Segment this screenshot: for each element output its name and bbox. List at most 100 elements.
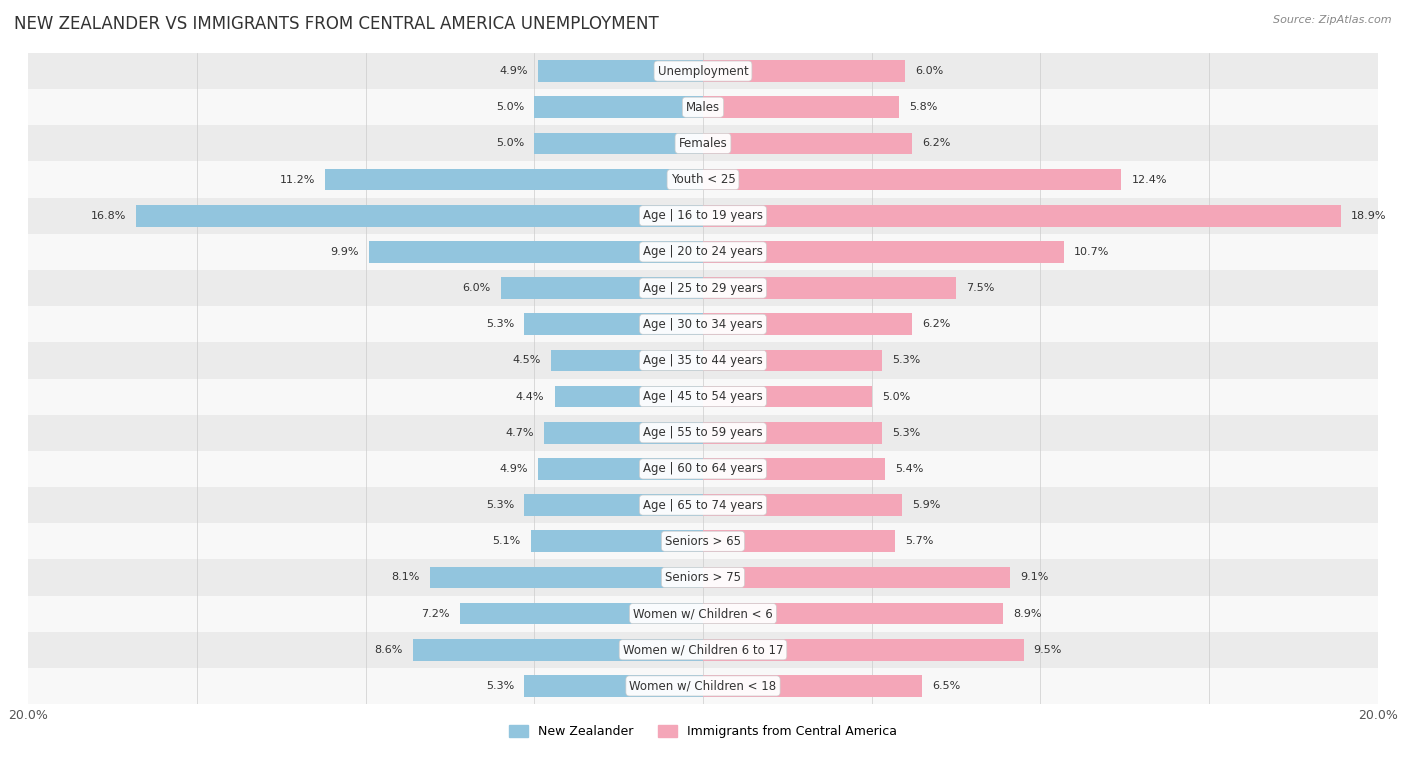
Text: Age | 55 to 59 years: Age | 55 to 59 years xyxy=(643,426,763,439)
Text: Age | 45 to 54 years: Age | 45 to 54 years xyxy=(643,390,763,403)
Bar xyxy=(413,639,703,661)
Text: 5.0%: 5.0% xyxy=(496,139,524,148)
Text: 12.4%: 12.4% xyxy=(1132,175,1167,185)
Legend: New Zealander, Immigrants from Central America: New Zealander, Immigrants from Central A… xyxy=(505,721,901,743)
Bar xyxy=(531,531,703,552)
Bar xyxy=(554,386,703,407)
Text: 5.3%: 5.3% xyxy=(486,500,515,510)
Text: 5.4%: 5.4% xyxy=(896,464,924,474)
Bar xyxy=(551,350,703,371)
Text: 5.8%: 5.8% xyxy=(908,102,938,112)
Text: 6.0%: 6.0% xyxy=(915,66,943,76)
Bar xyxy=(28,523,1378,559)
Text: 9.5%: 9.5% xyxy=(1033,645,1062,655)
Text: Age | 25 to 29 years: Age | 25 to 29 years xyxy=(643,282,763,294)
Text: Seniors > 75: Seniors > 75 xyxy=(665,571,741,584)
Bar xyxy=(537,458,703,480)
Bar xyxy=(28,596,1378,631)
Bar xyxy=(28,378,1378,415)
Bar xyxy=(28,631,1378,668)
Text: Females: Females xyxy=(679,137,727,150)
Bar xyxy=(28,487,1378,523)
Text: Unemployment: Unemployment xyxy=(658,64,748,77)
Text: 10.7%: 10.7% xyxy=(1074,247,1109,257)
Text: Women w/ Children < 18: Women w/ Children < 18 xyxy=(630,680,776,693)
Text: 16.8%: 16.8% xyxy=(90,210,127,221)
Bar xyxy=(524,313,703,335)
Bar xyxy=(524,494,703,516)
Bar xyxy=(368,241,703,263)
Bar xyxy=(28,161,1378,198)
Text: 11.2%: 11.2% xyxy=(280,175,315,185)
Text: 5.3%: 5.3% xyxy=(486,681,515,691)
Bar xyxy=(703,169,1122,191)
Text: Age | 65 to 74 years: Age | 65 to 74 years xyxy=(643,499,763,512)
Text: 6.0%: 6.0% xyxy=(463,283,491,293)
Bar xyxy=(28,89,1378,126)
Bar xyxy=(325,169,703,191)
Bar xyxy=(534,132,703,154)
Bar xyxy=(524,675,703,696)
Bar xyxy=(703,386,872,407)
Bar xyxy=(460,603,703,625)
Bar xyxy=(703,458,886,480)
Bar xyxy=(703,61,905,82)
Bar xyxy=(28,126,1378,161)
Bar xyxy=(28,559,1378,596)
Text: 5.3%: 5.3% xyxy=(486,319,515,329)
Text: 9.9%: 9.9% xyxy=(330,247,359,257)
Text: 4.9%: 4.9% xyxy=(499,464,527,474)
Bar xyxy=(703,639,1024,661)
Text: Source: ZipAtlas.com: Source: ZipAtlas.com xyxy=(1274,15,1392,25)
Text: 4.9%: 4.9% xyxy=(499,66,527,76)
Text: 5.3%: 5.3% xyxy=(891,428,920,438)
Text: 6.2%: 6.2% xyxy=(922,319,950,329)
Text: Women w/ Children 6 to 17: Women w/ Children 6 to 17 xyxy=(623,643,783,656)
Bar xyxy=(703,132,912,154)
Text: 5.3%: 5.3% xyxy=(891,356,920,366)
Text: 9.1%: 9.1% xyxy=(1021,572,1049,582)
Bar xyxy=(501,277,703,299)
Text: Seniors > 65: Seniors > 65 xyxy=(665,534,741,548)
Text: 8.9%: 8.9% xyxy=(1014,609,1042,618)
Bar xyxy=(28,198,1378,234)
Text: 4.5%: 4.5% xyxy=(513,356,541,366)
Bar xyxy=(703,422,882,444)
Text: 5.0%: 5.0% xyxy=(882,391,910,401)
Bar xyxy=(28,342,1378,378)
Bar xyxy=(430,566,703,588)
Bar xyxy=(28,53,1378,89)
Text: Youth < 25: Youth < 25 xyxy=(671,173,735,186)
Text: Age | 60 to 64 years: Age | 60 to 64 years xyxy=(643,463,763,475)
Text: Women w/ Children < 6: Women w/ Children < 6 xyxy=(633,607,773,620)
Bar xyxy=(703,241,1064,263)
Text: 4.4%: 4.4% xyxy=(516,391,544,401)
Bar xyxy=(28,415,1378,451)
Text: NEW ZEALANDER VS IMMIGRANTS FROM CENTRAL AMERICA UNEMPLOYMENT: NEW ZEALANDER VS IMMIGRANTS FROM CENTRAL… xyxy=(14,15,659,33)
Bar xyxy=(703,277,956,299)
Bar xyxy=(537,61,703,82)
Text: 5.9%: 5.9% xyxy=(912,500,941,510)
Bar xyxy=(28,234,1378,270)
Text: 5.0%: 5.0% xyxy=(496,102,524,112)
Text: 5.1%: 5.1% xyxy=(492,536,520,547)
Bar xyxy=(703,566,1010,588)
Text: Age | 35 to 44 years: Age | 35 to 44 years xyxy=(643,354,763,367)
Bar xyxy=(28,306,1378,342)
Text: 18.9%: 18.9% xyxy=(1351,210,1386,221)
Text: 8.6%: 8.6% xyxy=(374,645,402,655)
Bar xyxy=(28,668,1378,704)
Bar xyxy=(703,675,922,696)
Bar xyxy=(703,313,912,335)
Bar xyxy=(28,270,1378,306)
Bar xyxy=(703,96,898,118)
Bar xyxy=(703,494,903,516)
Bar xyxy=(136,205,703,226)
Text: 8.1%: 8.1% xyxy=(391,572,419,582)
Text: 5.7%: 5.7% xyxy=(905,536,934,547)
Text: Age | 16 to 19 years: Age | 16 to 19 years xyxy=(643,209,763,223)
Text: Males: Males xyxy=(686,101,720,114)
Text: 6.5%: 6.5% xyxy=(932,681,960,691)
Bar xyxy=(703,603,1004,625)
Bar xyxy=(703,205,1341,226)
